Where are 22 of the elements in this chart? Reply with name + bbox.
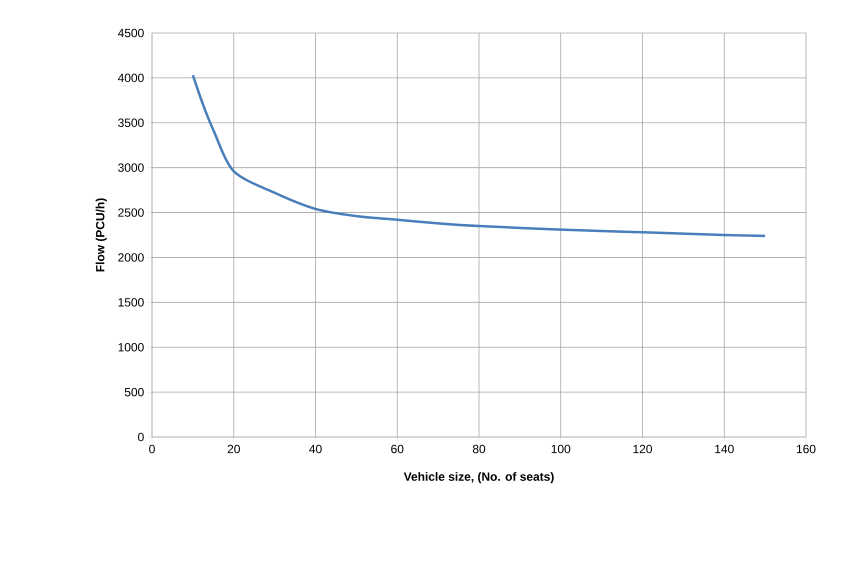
x-tick-label: 20 xyxy=(228,444,240,454)
x-tick-label: 160 xyxy=(796,444,816,454)
y-tick-label: 4500 xyxy=(118,28,144,38)
y-tick-label: 4000 xyxy=(118,74,144,82)
y-axis-title: Flow (PCU/h) xyxy=(96,198,107,272)
y-tick-label: 2500 xyxy=(118,208,144,217)
x-tick-label: 120 xyxy=(633,444,652,454)
x-tick-label: 60 xyxy=(391,444,404,454)
x-tick-label: 0 xyxy=(149,444,155,454)
y-tick-label: 3000 xyxy=(118,163,144,172)
y-tick-label: 3500 xyxy=(118,118,144,127)
x-tick-label: 140 xyxy=(715,444,734,454)
y-tick-label: 500 xyxy=(124,388,144,396)
y-tick-label: 2000 xyxy=(118,253,144,262)
y-tick-label: 0 xyxy=(138,432,144,442)
x-axis-title: Vehicle size, (No. of seats) xyxy=(404,472,554,484)
y-tick-label: 1000 xyxy=(118,342,144,352)
x-tick-label: 80 xyxy=(472,444,486,454)
x-tick-label: 100 xyxy=(552,444,570,454)
y-tick-label: 1500 xyxy=(118,298,144,307)
x-tick-label: 40 xyxy=(309,444,322,454)
line-series xyxy=(192,74,766,238)
